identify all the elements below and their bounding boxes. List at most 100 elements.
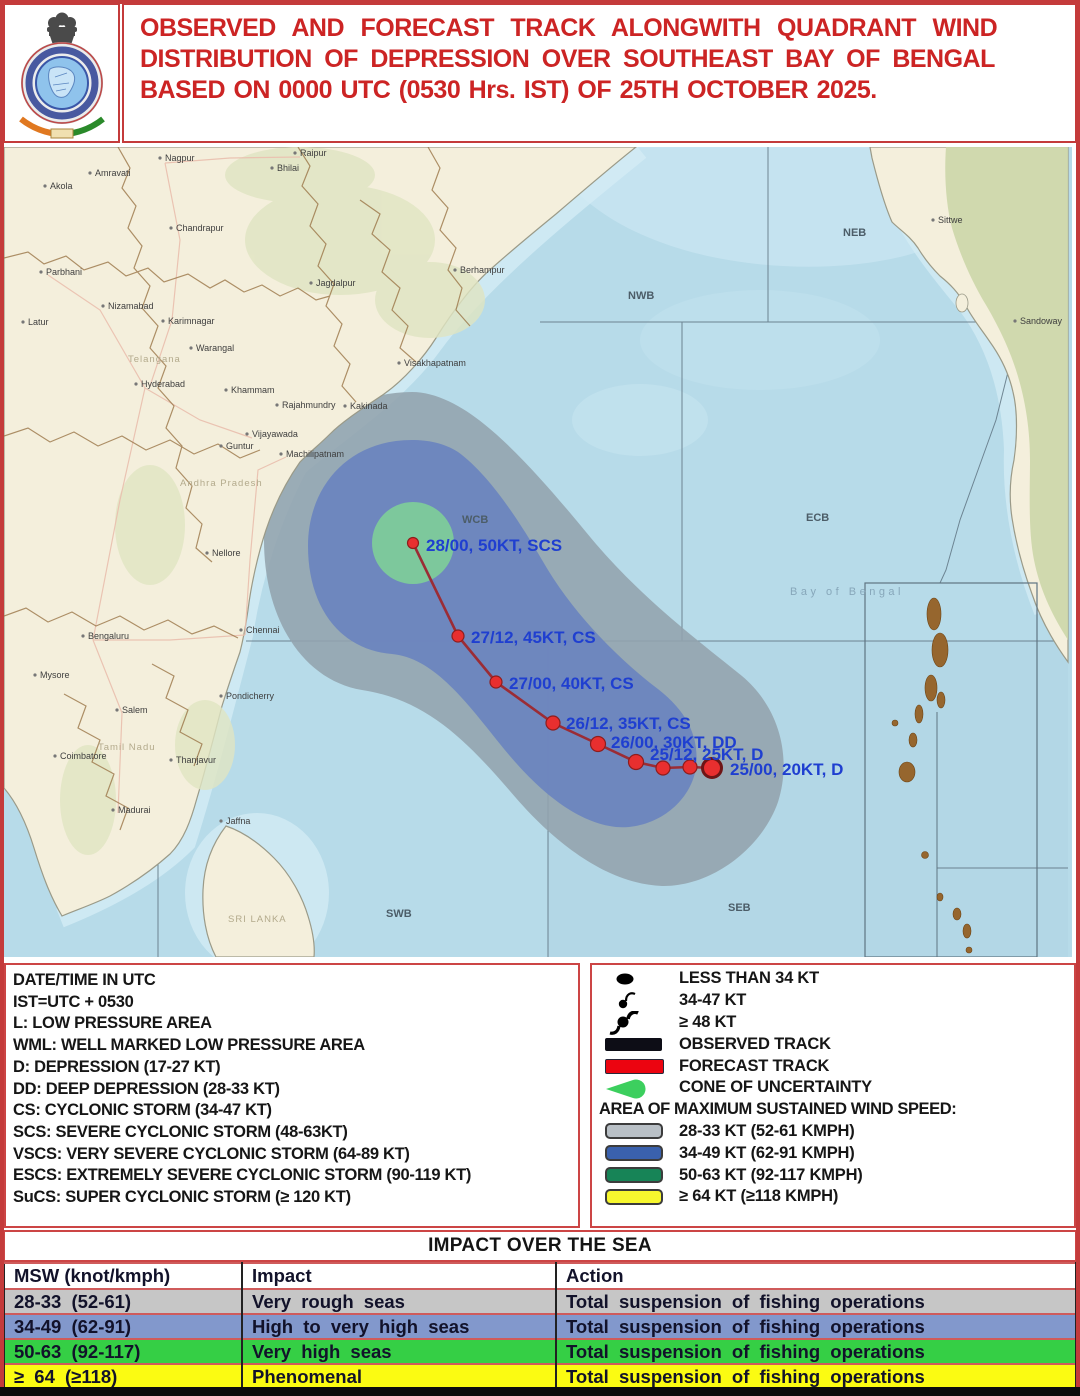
city-label: Bengaluru (88, 631, 129, 641)
legend-item: 34-49 KT (62-91 KMPH) (592, 1142, 1074, 1164)
legend-line: L: LOW PRESSURE AREA (13, 1014, 212, 1033)
city-label: Sittwe (938, 215, 963, 225)
dot-icon (592, 970, 679, 988)
track-point (589, 735, 607, 753)
legend-line: IST=UTC + 0530 (13, 992, 134, 1011)
bay-of-bengal-label: Bay of Bengal (790, 586, 904, 598)
track-point-label: 25/00, 20KT, D (730, 760, 843, 779)
header-msw: MSW (knot/kmph) (3, 1262, 243, 1290)
header-action: Action (555, 1262, 1077, 1290)
legend-line: VSCS: VERY SEVERE CYCLONIC STORM (64-89 … (13, 1144, 410, 1163)
cone-icon (592, 1077, 679, 1099)
city-label: Rajahmundry (282, 400, 336, 410)
city-label: Latur (28, 317, 49, 327)
city-label: Thanjavur (176, 755, 216, 765)
legend-item: CONE OF UNCERTAINTY (592, 1077, 1074, 1099)
bottom-black-bar (0, 1387, 1080, 1396)
abbreviation-legend: DATE/TIME IN UTC IST=UTC + 0530 L: LOW P… (4, 963, 580, 1228)
table-row: 34-49 (62-91) High to very high seas Tot… (3, 1313, 1077, 1340)
city-label: Raipur (300, 148, 327, 158)
track-point (655, 760, 671, 776)
track-point-label: 28/00, 50KT, SCS (426, 536, 562, 555)
legend-item: FORECAST TRACK (592, 1055, 1074, 1077)
table-row: ≥ 64 (≥118) Phenomenal Total suspension … (3, 1363, 1077, 1389)
city-label: Jaffna (226, 816, 250, 826)
state-label: Tamil Nadu (98, 742, 156, 753)
track-point-label: 27/12, 45KT, CS (471, 628, 596, 647)
map-canvas: Bay of Bengal Telangana Andhra Pradesh Tam… (4, 147, 1072, 957)
track-point-labels: 28/00, 50KT, SCS 27/12, 45KT, CS 27/00, 40… (426, 536, 843, 779)
sea-region-label: SEB (728, 902, 751, 914)
city-label: Hyderabad (141, 379, 185, 389)
observed-track-bar (592, 1037, 679, 1051)
wind-area-chip-blue (592, 1145, 679, 1162)
impact-table-header-row: MSW (knot/kmph) Impact Action (3, 1262, 1077, 1290)
city-label: Machilipatnam (286, 449, 344, 459)
legend-item: 50-63 KT (92-117 KMPH) (592, 1164, 1074, 1186)
imd-logo-icon (18, 12, 105, 139)
andaman-nicobar-box (864, 582, 1038, 957)
forecast-track-bar (592, 1058, 679, 1074)
state-label: Andhra Pradesh (180, 478, 263, 489)
city-label: Sandoway (1020, 316, 1063, 326)
impact-over-sea-section: IMPACT OVER THE SEA MSW (knot/kmph) Impa… (3, 1230, 1077, 1389)
table-row: 28-33 (52-61) Very rough seas Total susp… (3, 1288, 1077, 1315)
track-point (627, 753, 645, 771)
city-label: Salem (122, 705, 148, 715)
legend-line: WML: WELL MARKED LOW PRESSURE AREA (13, 1036, 365, 1055)
city-label: Akola (50, 181, 73, 191)
sea-region-label: WCB (462, 514, 488, 526)
andaman-islands (891, 597, 973, 954)
legend-item: OBSERVED TRACK (592, 1033, 1074, 1055)
city-label: Amravati (95, 168, 131, 178)
header-impact: Impact (241, 1262, 557, 1290)
imd-logo-box (3, 3, 120, 143)
track-point (406, 536, 420, 550)
sea-region-label: NEB (843, 227, 866, 239)
legend-item: 28-33 KT (52-61 KMPH) (592, 1121, 1074, 1143)
track-point-label: 26/12, 35KT, CS (566, 714, 691, 733)
city-label: Mysore (40, 670, 70, 680)
city-label: Pondicherry (226, 691, 275, 701)
ramree-island (955, 293, 969, 313)
sea-region-labels: NWB NEB ECB WCB SWB SEB (386, 227, 866, 920)
city-label: Coimbatore (60, 751, 107, 761)
legend-line: ESCS: EXTREMELY SEVERE CYCLONIC STORM (9… (13, 1166, 472, 1185)
city-label: Bhilai (277, 163, 299, 173)
legend-line: SuCS: SUPER CYCLONIC STORM (≥ 120 KT) (13, 1188, 351, 1207)
city-label: Chandrapur (176, 223, 224, 233)
legend-line: DD: DEEP DEPRESSION (28-33 KT) (13, 1079, 280, 1098)
legend-line: D: DEPRESSION (17-27 KT) (13, 1057, 221, 1076)
city-label: Nizamabad (108, 301, 154, 311)
title-line-3: BASED ON 0000 UTC (0530 Hrs. IST) OF 25T… (140, 76, 877, 104)
city-label: Madurai (118, 805, 151, 815)
city-label: Kakinada (350, 401, 388, 411)
state-label: Telangana (128, 354, 181, 365)
track-point (701, 757, 723, 779)
wind-speed-section-title: AREA OF MAXIMUM SUSTAINED WIND SPEED: (599, 1100, 957, 1119)
city-label: Jagdalpur (316, 278, 356, 288)
cyclone-large-icon (592, 1010, 679, 1035)
track-point (682, 759, 698, 775)
city-label: Chennai (246, 625, 280, 635)
state-label: SRI LANKA (228, 914, 287, 925)
impact-table-title: IMPACT OVER THE SEA (3, 1230, 1077, 1262)
legend-item: 34-47 KT (592, 990, 1074, 1012)
title-line-2: DISTRIBUTION OF DEPRESSION OVER SOUTHEAS… (140, 45, 995, 73)
state-labels: Telangana Andhra Pradesh Tamil Nadu SRI LAN… (98, 354, 287, 925)
table-row: 50-63 (92-117) Very high seas Total susp… (3, 1338, 1077, 1365)
city-label: Warangal (196, 343, 234, 353)
cyclone-small-icon (592, 990, 679, 1012)
city-label: Guntur (226, 441, 254, 451)
roads (47, 156, 301, 814)
track-point-label: 25/12, 25KT, D (650, 745, 763, 764)
sea-region-label: NWB (628, 290, 654, 302)
sea-region-label: ECB (806, 512, 829, 524)
terrain-hills (60, 147, 485, 855)
track-point (451, 629, 465, 643)
cyclone-track (406, 536, 723, 779)
symbol-legend: LESS THAN 34 KT 34-47 KT (590, 963, 1076, 1228)
city-label: Visakhapatnam (404, 358, 466, 368)
track-point-label: 26/00, 30KT, DD (611, 733, 737, 752)
